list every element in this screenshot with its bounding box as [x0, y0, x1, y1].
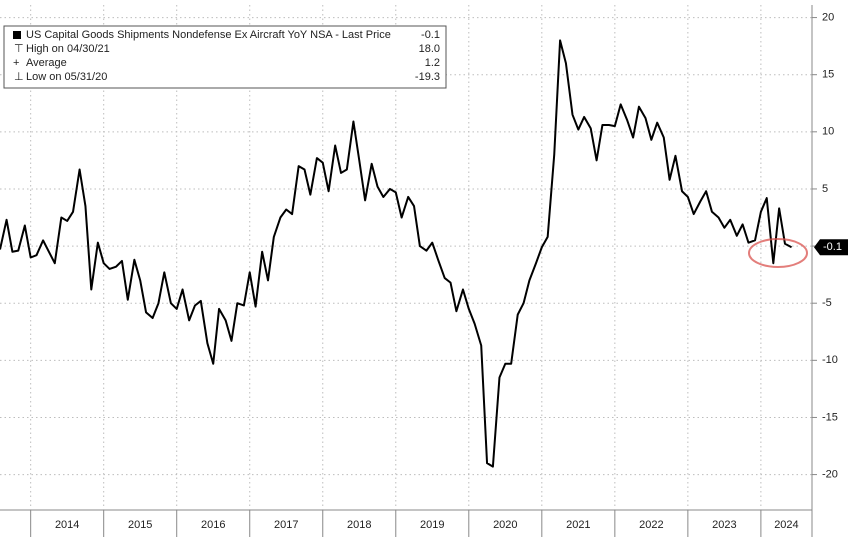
y-tick-label: -10 [822, 354, 838, 366]
legend: US Capital Goods Shipments Nondefense Ex… [3, 25, 447, 89]
x-tick-label: 2019 [420, 519, 444, 531]
legend-stat-value: 1.2 [425, 57, 440, 69]
x-tick-label: 2017 [274, 519, 298, 531]
y-tick-label: 5 [822, 183, 828, 195]
legend-symbol: + [13, 57, 19, 69]
last-value-label: -0.1 [823, 241, 842, 253]
legend-stat-value: -19.3 [415, 71, 440, 83]
last-value-tag [814, 239, 848, 256]
legend-title-value: -0.1 [421, 29, 440, 41]
plot [0, 39, 793, 468]
legend-swatch [13, 31, 21, 39]
y-tick-label: -20 [822, 468, 838, 480]
legend-stat-label: Low on 05/31/20 [26, 71, 107, 83]
line-series [0, 39, 793, 468]
y-tick-label: 10 [822, 126, 834, 138]
legend-stat-label: High on 04/30/21 [26, 43, 110, 55]
x-tick-label: 2023 [712, 519, 736, 531]
legend-box [3, 25, 447, 89]
y-tick-label: 20 [822, 11, 834, 23]
x-tick-label: 2021 [566, 519, 590, 531]
y-tick-label: 15 [822, 69, 834, 81]
x-tick-label: 2024 [774, 519, 798, 531]
legend-symbol: ⊤ [14, 43, 24, 55]
x-tick-label: 2015 [128, 519, 152, 531]
y-tick-label: -15 [822, 411, 838, 423]
x-tick-label: 2014 [55, 519, 79, 531]
x-tick-label: 2020 [493, 519, 517, 531]
legend-title: US Capital Goods Shipments Nondefense Ex… [26, 29, 391, 41]
legend-stat-value: 18.0 [419, 43, 440, 55]
x-tick-label: 2016 [201, 519, 225, 531]
highlight-ellipse [748, 238, 808, 268]
legend-symbol: ⊥ [14, 71, 24, 83]
y-tick-label: -5 [822, 297, 832, 309]
legend-stat-label: Average [26, 57, 67, 69]
x-tick-label: 2022 [639, 519, 663, 531]
x-tick-label: 2018 [347, 519, 371, 531]
